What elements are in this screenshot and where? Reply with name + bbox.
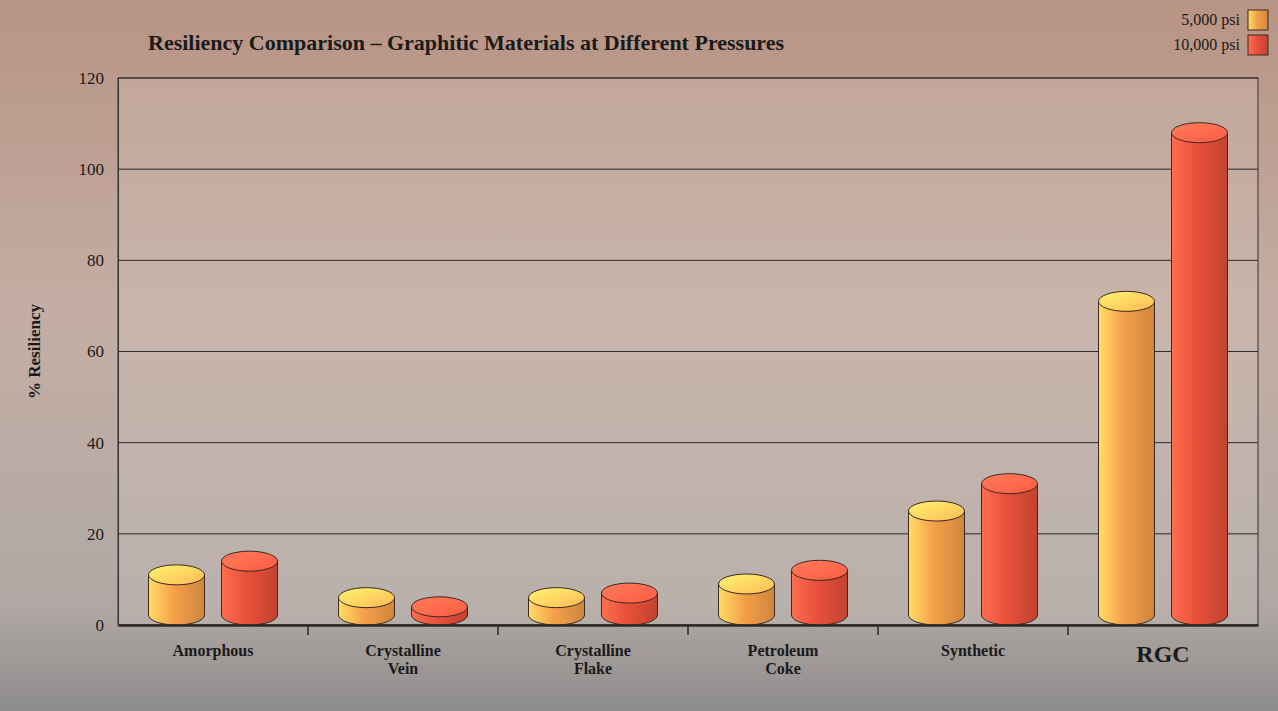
y-tick-label: 0 xyxy=(96,616,105,635)
y-axis: 0 20 40 60 80 100 120 xyxy=(79,69,119,635)
grid-line xyxy=(118,533,1258,534)
chart-svg: 0 20 40 60 80 100 120 Amorphous CrystallineVein C… xyxy=(0,0,1278,711)
x-tick-label: CrystallineVein xyxy=(365,642,441,677)
category-separator xyxy=(307,625,309,635)
bar-body xyxy=(1172,133,1228,625)
grid-line xyxy=(118,169,1258,170)
bar-body xyxy=(909,511,965,625)
grid-line xyxy=(118,351,1258,352)
bar-top xyxy=(982,474,1038,494)
x-tick-label: RGC xyxy=(1136,641,1189,667)
bar xyxy=(792,560,848,625)
x-tick: RGC xyxy=(1136,625,1189,667)
x-tick: CrystallineVein xyxy=(365,625,441,677)
bar xyxy=(149,565,205,625)
bar xyxy=(412,597,468,625)
bar-top xyxy=(222,551,278,571)
legend-swatch xyxy=(1248,10,1268,30)
plot-frame xyxy=(118,78,1258,625)
y-axis-title: % Resiliency xyxy=(25,304,44,399)
x-tick: Synthetic xyxy=(941,625,1005,660)
bar-top xyxy=(529,588,585,608)
x-tick: CrystallineFlake xyxy=(555,625,631,677)
bar-top xyxy=(339,588,395,608)
bars xyxy=(149,123,1228,625)
background xyxy=(0,0,1278,711)
bar xyxy=(222,551,278,625)
bar-top xyxy=(1099,291,1155,311)
y-tick: 40 xyxy=(87,434,118,453)
bar xyxy=(719,574,775,625)
x-tick: PetroleumCoke xyxy=(748,625,819,677)
bar-top xyxy=(792,560,848,580)
category-separator xyxy=(877,625,879,635)
grid-line xyxy=(118,260,1258,261)
y-tick: 100 xyxy=(79,160,119,179)
grid-line xyxy=(118,78,1258,79)
bar xyxy=(982,474,1038,625)
legend-item: 5,000 psi xyxy=(1181,10,1268,30)
bar-top xyxy=(909,501,965,521)
y-tick-label: 80 xyxy=(87,251,104,270)
bar-body xyxy=(1099,301,1155,625)
bar xyxy=(1099,291,1155,625)
grid-line xyxy=(118,442,1258,443)
y-tick-label: 100 xyxy=(79,160,105,179)
category-separator xyxy=(497,625,499,635)
legend: 5,000 psi 10,000 psi xyxy=(1173,10,1268,55)
y-tick-label: 120 xyxy=(79,69,105,88)
bar-top xyxy=(1172,123,1228,143)
x-tick-label: Amorphous xyxy=(173,642,254,660)
plot: 0 20 40 60 80 100 120 Amorphous CrystallineVein C… xyxy=(79,69,1259,677)
bar xyxy=(909,501,965,625)
legend-label: 5,000 psi xyxy=(1181,11,1240,29)
bar-top xyxy=(412,597,468,617)
x-axis: Amorphous CrystallineVein CrystallineFlake… xyxy=(119,625,1259,677)
category-separator xyxy=(1067,625,1069,635)
legend-label: 10,000 psi xyxy=(1173,36,1240,54)
y-tick: 60 xyxy=(87,342,118,361)
y-tick-label: 60 xyxy=(87,342,104,361)
y-tick: 120 xyxy=(79,69,119,88)
x-tick: Amorphous xyxy=(173,625,254,660)
grid xyxy=(118,78,1258,625)
y-tick-label: 40 xyxy=(87,434,104,453)
x-tick-label: PetroleumCoke xyxy=(748,642,819,677)
bar-body xyxy=(982,484,1038,625)
y-tick: 20 xyxy=(87,525,118,544)
y-tick: 0 xyxy=(96,616,119,635)
x-tick-label: CrystallineFlake xyxy=(555,642,631,677)
y-axis-line xyxy=(118,79,119,626)
legend-item: 10,000 psi xyxy=(1173,35,1268,55)
chart-container: 0 20 40 60 80 100 120 Amorphous CrystallineVein C… xyxy=(0,0,1278,711)
category-separator xyxy=(687,625,689,635)
y-tick: 80 xyxy=(87,251,118,270)
bar xyxy=(1172,123,1228,625)
category-separators xyxy=(308,625,1068,635)
x-tick-label: Synthetic xyxy=(941,642,1005,660)
bar-top xyxy=(719,574,775,594)
y-tick-label: 20 xyxy=(87,525,104,544)
bar xyxy=(529,588,585,625)
legend-swatch xyxy=(1248,35,1268,55)
bar xyxy=(602,583,658,625)
chart-title: Resiliency Comparison – Graphitic Materi… xyxy=(148,30,785,55)
bar-top xyxy=(149,565,205,585)
bar-top xyxy=(602,583,658,603)
bar xyxy=(339,588,395,625)
